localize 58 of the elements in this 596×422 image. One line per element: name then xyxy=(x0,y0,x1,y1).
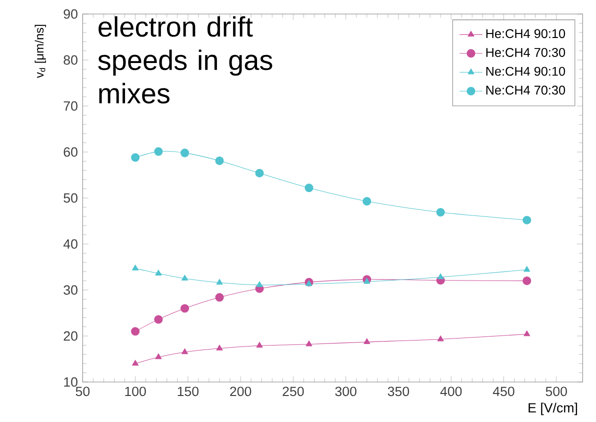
point xyxy=(256,281,263,287)
y-tick-label: 70 xyxy=(64,101,78,111)
y-tick-label: 90 xyxy=(64,9,78,19)
y-axis-title: v$_{d}$ [μm/ns] xyxy=(34,24,46,78)
point xyxy=(255,168,264,178)
y-tick-label: 80 xyxy=(64,55,78,65)
point xyxy=(304,184,314,192)
point xyxy=(180,148,190,158)
y-tick-label: 30 xyxy=(64,285,78,295)
point xyxy=(182,348,188,354)
y-tick-label: 50 xyxy=(64,193,78,203)
point xyxy=(154,147,163,156)
point xyxy=(182,274,188,281)
point xyxy=(436,208,445,217)
legend-label: Ne:CH4 90:10 xyxy=(486,66,566,76)
x-tick-label: 100 xyxy=(125,386,146,396)
point xyxy=(132,264,139,270)
point xyxy=(155,270,162,276)
legend-label: He:CH4 90:10 xyxy=(486,29,566,38)
x-tick-label: 400 xyxy=(440,386,462,396)
point xyxy=(131,153,140,162)
point xyxy=(364,278,370,284)
x-tick-label: 500 xyxy=(546,386,567,396)
point xyxy=(522,276,532,286)
x-tick-label: 200 xyxy=(230,386,252,396)
point xyxy=(154,315,163,324)
y-tick-label: 40 xyxy=(63,239,78,249)
x-tick-label: 300 xyxy=(335,386,356,396)
point xyxy=(215,156,224,166)
point xyxy=(364,338,370,344)
point xyxy=(256,342,263,348)
point xyxy=(132,360,139,366)
point xyxy=(131,327,140,336)
point xyxy=(306,340,312,346)
x-tick-label: 50 xyxy=(76,386,90,396)
y-tick-label: 60 xyxy=(64,147,78,157)
x-tick-label: 450 xyxy=(492,386,514,396)
legend-label: He:CH4 70:30 xyxy=(486,48,566,57)
point xyxy=(155,353,162,360)
x-tick-label: 150 xyxy=(178,386,199,396)
point xyxy=(306,280,312,286)
point xyxy=(524,266,530,272)
point xyxy=(522,216,532,224)
point xyxy=(180,304,190,313)
x-axis-title: E [V/cm] xyxy=(528,402,578,416)
point xyxy=(362,196,372,206)
point xyxy=(437,335,444,342)
point xyxy=(216,344,223,350)
x-tick-label: 250 xyxy=(282,386,304,396)
point xyxy=(215,293,224,302)
point xyxy=(524,330,530,336)
point xyxy=(437,273,444,280)
legend-label: Ne:CH4 70:30 xyxy=(486,86,566,95)
y-tick-label: 10 xyxy=(64,377,78,387)
y-tick-label: 20 xyxy=(64,331,78,341)
text: electron drift speeds in gas mixes xyxy=(98,16,272,104)
point xyxy=(216,278,223,285)
x-tick-label: 350 xyxy=(388,386,410,396)
